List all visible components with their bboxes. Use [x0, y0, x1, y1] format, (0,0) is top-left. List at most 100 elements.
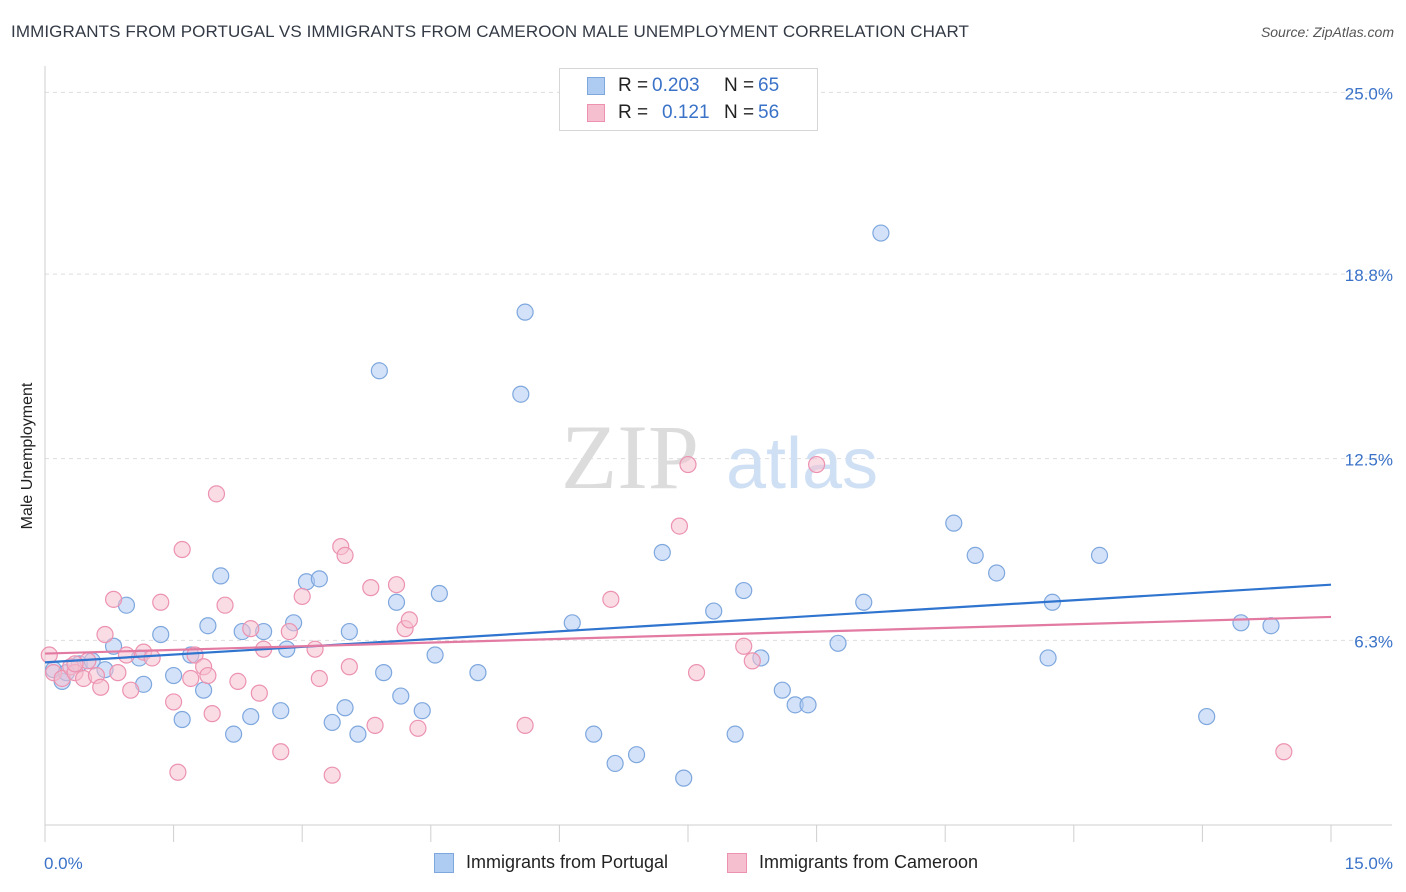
legend-n-value-portugal: 65 [758, 75, 780, 96]
cameroon-point-15 [143, 649, 161, 667]
portugal-point-64 [1262, 617, 1280, 635]
watermark-zip: ZIP [561, 406, 699, 508]
cameroon-point-21 [186, 646, 204, 664]
portugal-point-41 [585, 725, 603, 743]
portugal-point-53 [829, 634, 847, 652]
trend-line-portugal [44, 583, 1332, 664]
cameroon-point-25 [207, 485, 226, 503]
source-label: Source: ZipAtlas.com [1260, 24, 1394, 40]
portugal-point-30 [370, 362, 388, 380]
portugal-point-39 [516, 303, 534, 321]
bottom-legend-swatch-portugal [434, 852, 454, 873]
cameroon-point-13 [122, 681, 140, 699]
legend-r-value-portugal: 0.203 [652, 75, 700, 96]
portugal-point-63 [1232, 614, 1250, 632]
cameroon-point-32 [280, 622, 298, 641]
portugal-point-55 [872, 224, 890, 242]
portugal-point-44 [653, 543, 671, 562]
legend-n-value-cameroon: 56 [758, 102, 780, 123]
y-tick-label-3: 25.0% [1345, 84, 1393, 103]
cameroon-point-34 [306, 640, 324, 658]
cameroon-point-51 [735, 637, 753, 655]
portugal-point-28 [340, 622, 358, 641]
cameroon-point-26 [216, 596, 234, 614]
portugal-point-37 [469, 664, 487, 682]
portugal-point-26 [323, 713, 341, 732]
portugal-point-46 [705, 602, 723, 620]
portugal-point-54 [855, 593, 873, 611]
cameroon-point-45 [409, 719, 427, 737]
cameroon-point-47 [602, 590, 620, 608]
portugal-point-21 [272, 702, 290, 720]
cameroon-point-0 [40, 646, 58, 664]
legend-r-label: R = [618, 102, 649, 123]
x-tick-labels: 0.0% 15.0% [44, 854, 1393, 873]
cameroon-point-18 [169, 763, 187, 781]
portugal-point-6 [104, 637, 123, 655]
portugal-point-50 [773, 681, 791, 699]
legend-r-value-cameroon: 0.121 [662, 102, 710, 123]
portugal-point-27 [336, 699, 354, 717]
cameroon-point-53 [807, 455, 826, 474]
portugal-point-43 [627, 746, 646, 764]
portugal-point-47 [726, 725, 744, 743]
legend-r-label: R = [618, 75, 649, 96]
cameroon-point-35 [310, 669, 328, 688]
legend-swatch-cameroon [587, 104, 605, 122]
cameroon-point-10 [104, 590, 123, 608]
portugal-point-58 [988, 564, 1006, 582]
cameroon-point-39 [340, 658, 358, 676]
cameroon-point-50 [687, 664, 706, 682]
cameroon-point-40 [362, 579, 380, 597]
cameroon-point-44 [400, 611, 418, 629]
cameroon-point-36 [323, 766, 341, 784]
portugal-point-40 [563, 614, 581, 632]
portugal-point-61 [1090, 546, 1109, 564]
bottom-legend-cameroon: Immigrants from Cameroon [727, 852, 978, 873]
cameroon-point-8 [92, 678, 110, 696]
series-cameroon-points [40, 455, 1293, 784]
portugal-point-42 [606, 754, 624, 773]
x-tick-label-1: 15.0% [1345, 854, 1393, 873]
y-tick-label-1: 12.5% [1345, 451, 1393, 470]
portugal-point-35 [426, 646, 444, 664]
cameroon-point-24 [203, 705, 221, 723]
portugal-point-17 [225, 725, 243, 743]
bottom-legend-label-cameroon: Immigrants from Cameroon [759, 852, 979, 872]
cameroon-point-9 [96, 625, 114, 644]
portugal-point-31 [375, 664, 393, 682]
cameroon-point-42 [387, 576, 406, 594]
cameroon-point-16 [152, 593, 170, 611]
legend-row-portugal: R = 0.203 N = 65 [587, 75, 779, 97]
legend-n-label: N = [724, 102, 755, 123]
cameroon-point-38 [336, 546, 354, 564]
portugal-point-45 [675, 769, 693, 787]
portugal-point-52 [799, 696, 817, 714]
correlation-legend: R = 0.203 N = 65 R = 0.121 N = 56 [559, 68, 818, 131]
portugal-point-32 [387, 593, 406, 611]
cameroon-point-52 [743, 652, 761, 670]
portugal-point-57 [966, 546, 984, 564]
cameroon-point-33 [293, 587, 311, 606]
cameroon-point-12 [117, 646, 136, 664]
cameroon-point-23 [199, 666, 217, 685]
bottom-legend-portugal: Immigrants from Portugal [434, 852, 668, 873]
portugal-point-19 [242, 707, 260, 726]
axes [44, 66, 1392, 842]
cameroon-point-17 [165, 693, 183, 711]
cameroon-point-46 [516, 716, 534, 734]
y-tick-label-0: 6.3% [1354, 632, 1393, 651]
portugal-point-48 [735, 581, 753, 600]
cameroon-point-48 [670, 517, 689, 535]
cameroon-point-29 [250, 684, 268, 702]
cameroon-point-54 [1275, 743, 1293, 761]
cameroon-point-41 [366, 716, 384, 734]
portugal-point-10 [152, 625, 170, 644]
cameroon-point-31 [272, 743, 290, 761]
cameroon-point-11 [109, 664, 127, 682]
bottom-legend-label-portugal: Immigrants from Portugal [466, 852, 669, 872]
cameroon-point-28 [242, 620, 260, 638]
trend-line-cameroon [44, 615, 1332, 655]
portugal-point-14 [195, 681, 213, 699]
